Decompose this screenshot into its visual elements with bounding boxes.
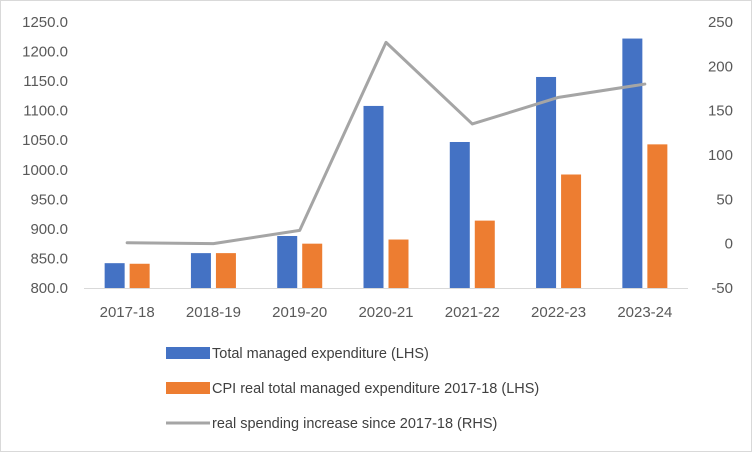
legend-label: Total managed expenditure (LHS)	[212, 346, 429, 362]
left-tick-label: 900.0	[30, 221, 68, 238]
bar-cpi-real-2023-24	[647, 144, 668, 288]
left-tick-label: 1250.0	[22, 14, 68, 31]
x-tick-label: 2022-23	[531, 304, 586, 321]
left-axis-ticks: 800.0 850.0 900.0 950.0 1000.0 1050.0 1100.0 11…	[22, 14, 68, 297]
bar-total-managed-2023-24	[622, 38, 643, 288]
bar-total-managed-2022-23	[536, 76, 557, 289]
bar-total-managed-2018-19	[190, 253, 211, 288]
left-tick-label: 1000.0	[22, 162, 68, 179]
right-tick-label: 250	[708, 14, 733, 31]
bar-total-managed-2019-20	[277, 235, 298, 288]
left-tick-label: 1200.0	[22, 44, 68, 61]
legend: Total managed expenditure (LHS) CPI real …	[166, 346, 539, 432]
right-axis-ticks: -50 0 50 100 150 200 250	[708, 14, 733, 297]
right-tick-label: 200	[708, 58, 733, 75]
bar-cpi-real-2019-20	[302, 243, 323, 288]
left-tick-label: 1050.0	[22, 132, 68, 149]
left-tick-label: 1100.0	[23, 103, 68, 120]
legend-swatch	[166, 347, 210, 359]
bar-cpi-real-2018-19	[215, 253, 236, 288]
legend-label: real spending increase since 2017-18 (RH…	[212, 416, 497, 432]
x-tick-label: 2021-22	[445, 304, 500, 321]
bar-total-managed-2021-22	[449, 141, 470, 288]
plot-area	[84, 38, 688, 289]
bar-total-managed-2020-21	[363, 105, 384, 288]
bar-cpi-real-2022-23	[561, 174, 582, 288]
left-tick-label: 950.0	[30, 191, 68, 208]
bar-cpi-real-2017-18	[129, 263, 150, 288]
x-axis-ticks: 2017-18 2018-19 2019-20 2020-21 2021-22 2022-…	[100, 304, 673, 321]
right-tick-label: 150	[708, 103, 733, 120]
right-tick-label: -50	[711, 280, 733, 297]
legend-label: CPI real total managed expenditure 2017-…	[212, 381, 539, 397]
right-tick-label: 50	[716, 191, 733, 208]
x-tick-label: 2017-18	[100, 304, 155, 321]
line-real-spending-increase	[125, 40, 647, 246]
bar-cpi-real-2020-21	[388, 239, 409, 288]
right-tick-label: 0	[725, 236, 733, 253]
right-tick-label: 100	[708, 147, 733, 164]
left-tick-label: 1150.0	[23, 73, 68, 90]
left-tick-label: 800.0	[30, 280, 68, 297]
x-tick-label: 2019-20	[272, 304, 327, 321]
x-tick-label: 2018-19	[186, 304, 241, 321]
x-tick-label: 2020-21	[358, 304, 413, 321]
x-tick-label: 2023-24	[617, 304, 672, 321]
legend-swatch	[166, 382, 210, 394]
left-tick-label: 850.0	[30, 250, 68, 267]
bar-cpi-real-2021-22	[474, 220, 495, 288]
bar-total-managed-2017-18	[104, 263, 125, 288]
